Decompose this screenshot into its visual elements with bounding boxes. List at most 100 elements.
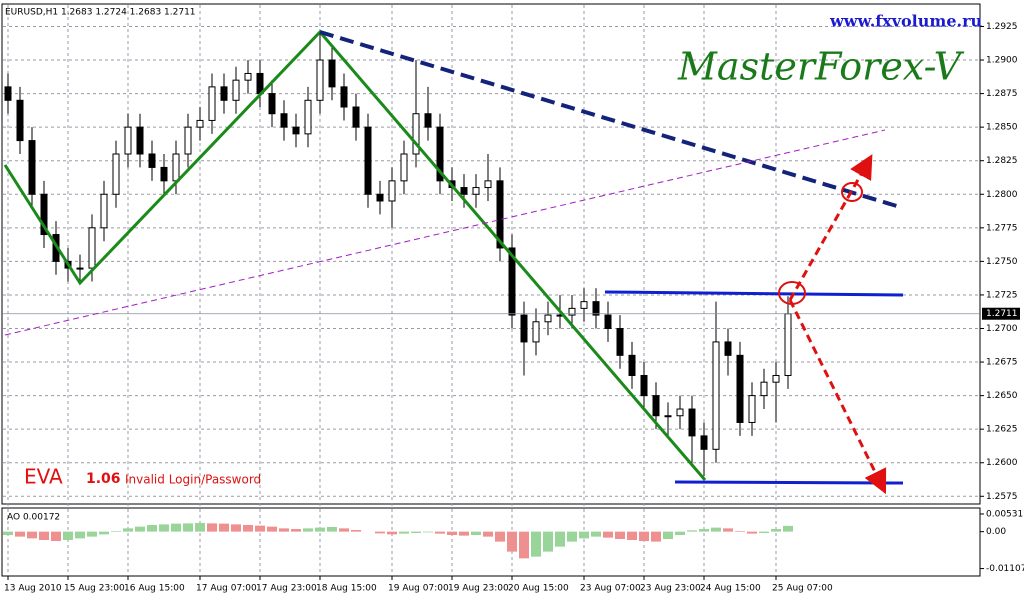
x-tick-label: 16 Aug 15:00 — [124, 584, 185, 594]
candle-body — [4, 86, 12, 101]
candle-body — [424, 113, 432, 128]
last-price-label: 1.2711 — [986, 309, 1018, 319]
candle-body — [760, 381, 768, 397]
candle-body — [208, 86, 216, 121]
y-tick-label: -0.01107 — [986, 564, 1024, 574]
last-price-box — [982, 307, 1020, 320]
x-tick-label: 13 Aug 2010 — [4, 584, 62, 594]
candle-body — [724, 341, 732, 356]
candle-body — [544, 314, 552, 323]
candle-body — [292, 126, 300, 135]
candle-body — [112, 153, 120, 195]
candle-body — [16, 99, 24, 142]
candle-body — [400, 153, 408, 182]
candle-body — [688, 408, 696, 437]
eva-status: Invalid Login/Password — [125, 473, 261, 487]
y-tick-label: 1.2750 — [986, 257, 1018, 267]
y-tick-label: 1.2650 — [986, 391, 1018, 401]
candle-body — [196, 119, 204, 128]
candle-body — [652, 395, 660, 417]
chart-title: EURUSD,H1 1.2683 1.2724 1.2683 1.2711 — [5, 8, 196, 18]
candle-body — [100, 193, 108, 229]
channel-line — [4, 129, 886, 336]
candle-body — [640, 374, 648, 397]
main-panel — [1, 3, 981, 505]
candle-body — [616, 327, 624, 356]
watermark-url: www.fxvolume.ru — [829, 12, 982, 31]
candle-body — [460, 187, 468, 195]
candle-body — [628, 354, 636, 376]
candle-body — [280, 113, 288, 128]
candle-body — [664, 415, 672, 418]
x-tick-label: 20 Aug 15:00 — [508, 584, 569, 594]
ao-panel — [1, 507, 981, 577]
candle-body — [712, 341, 720, 450]
candle-body — [184, 126, 192, 155]
y-tick-label: 1.2900 — [986, 56, 1018, 66]
candle-body — [268, 93, 276, 115]
candle-body — [352, 106, 360, 128]
candle-body — [340, 86, 348, 108]
candle-body — [136, 126, 144, 155]
arrow — [788, 299, 887, 495]
candle-body — [40, 193, 48, 236]
x-tick-label: 19 Aug 07:00 — [388, 584, 449, 594]
y-tick-label: 1.2825 — [986, 156, 1018, 166]
y-tick-label: 1.2925 — [986, 22, 1018, 32]
candle-body — [592, 301, 600, 316]
x-tick-label: 25 Aug 07:00 — [772, 584, 833, 594]
candle-body — [520, 314, 528, 343]
x-tick-label: 15 Aug 23:00 — [64, 584, 125, 594]
y-tick-label: 1.2875 — [986, 89, 1018, 99]
x-tick-label: 17 Aug 23:00 — [256, 584, 317, 594]
candle-body — [232, 79, 240, 101]
x-tick-label: 18 Aug 15:00 — [316, 584, 377, 594]
y-tick-label: 0.00 — [986, 527, 1006, 537]
circle — [841, 182, 863, 202]
y-tick-label: 1.2775 — [986, 223, 1018, 233]
candle-body — [568, 307, 576, 316]
circle — [778, 281, 806, 305]
y-tick-label: 1.2850 — [986, 123, 1018, 133]
candle-body — [364, 126, 372, 195]
y-tick-label: 1.2725 — [986, 290, 1018, 300]
candle-body — [604, 314, 612, 329]
candle-body — [172, 153, 180, 182]
x-tick-label: 24 Aug 15:00 — [700, 584, 761, 594]
candle-body — [532, 321, 540, 343]
y-tick-label: 1.2675 — [986, 358, 1018, 368]
candle-body — [376, 193, 384, 202]
level-line — [604, 290, 904, 297]
candle-body — [772, 374, 780, 383]
candle-body — [316, 59, 324, 101]
candle-body — [304, 99, 312, 135]
candle-body — [736, 354, 744, 423]
candle-body — [76, 267, 84, 270]
y-tick-label: 1.2625 — [986, 425, 1018, 435]
watermark-brand: MasterForex-V — [677, 45, 965, 89]
candle-body — [160, 166, 168, 182]
eva-version: 1.06 — [86, 471, 121, 487]
x-tick-label: 23 Aug 07:00 — [580, 584, 641, 594]
candle-body — [28, 140, 36, 195]
candle-body — [124, 126, 132, 155]
candle-body — [496, 180, 504, 249]
candle-body — [580, 301, 588, 309]
y-tick-label: 1.2700 — [986, 324, 1018, 334]
candle-body — [748, 395, 756, 423]
candle-body — [148, 153, 156, 168]
y-tick-label: 1.2600 — [986, 458, 1018, 468]
eva-label: EVA — [24, 465, 63, 489]
candle-body — [388, 180, 396, 202]
candle-body — [508, 247, 516, 316]
analysis-lines — [3, 29, 904, 495]
candle-body — [436, 126, 444, 182]
y-tick-label: 0.00531 — [986, 509, 1023, 519]
x-tick-label: 23 Aug 23:00 — [640, 584, 701, 594]
candle-body — [784, 313, 792, 376]
candle-body — [484, 180, 492, 189]
candle-body — [244, 72, 252, 81]
marks — [3, 33, 979, 559]
candle-body — [700, 435, 708, 450]
